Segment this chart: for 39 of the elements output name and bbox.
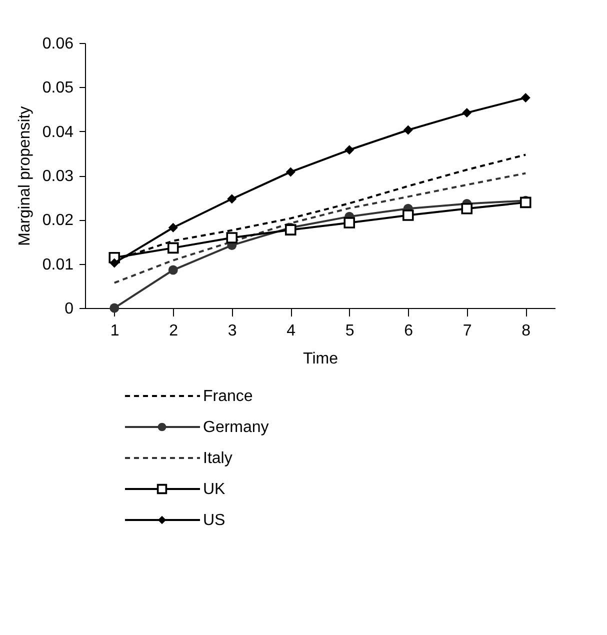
x-tick-label: 6 (404, 322, 414, 340)
point (402, 210, 414, 221)
x-tick-label: 2 (169, 322, 178, 340)
legend-label: UK (203, 481, 226, 498)
point (344, 217, 356, 228)
x-tick-label: 1 (110, 322, 120, 340)
y-tick-label: 0.02 (42, 212, 74, 230)
point (110, 258, 120, 268)
y-axis-title: Marginal propensity (16, 106, 34, 246)
point (110, 303, 120, 313)
x-tick-label: 7 (462, 322, 472, 340)
point (520, 196, 532, 208)
point (344, 145, 354, 155)
y-tick-label: 0.05 (42, 80, 74, 97)
point (462, 108, 472, 118)
point (167, 242, 179, 254)
point (168, 265, 178, 275)
point (284, 224, 296, 236)
point (403, 125, 413, 135)
point (520, 93, 530, 103)
x-tick-label: 3 (228, 322, 237, 340)
y-tick-label: 0.04 (42, 124, 74, 141)
legend-label: Italy (203, 450, 232, 467)
legend-label: France (203, 388, 253, 405)
y-tick-label: 0.01 (42, 256, 74, 274)
point (168, 222, 178, 232)
point (461, 202, 473, 214)
y-tick-label: 0 (64, 300, 74, 318)
x-tick-label: 5 (345, 322, 354, 340)
point (226, 232, 238, 244)
y-tick-label: 0.06 (42, 36, 74, 52)
legend-label: Germany (203, 419, 269, 436)
y-tick-label: 0.03 (42, 168, 74, 185)
x-axis-title: Time (303, 350, 338, 368)
x-tick-label: 4 (286, 322, 296, 340)
legend-label: US (203, 512, 226, 529)
x-tick-label: 8 (522, 322, 531, 340)
point (286, 167, 296, 177)
point (227, 194, 237, 204)
